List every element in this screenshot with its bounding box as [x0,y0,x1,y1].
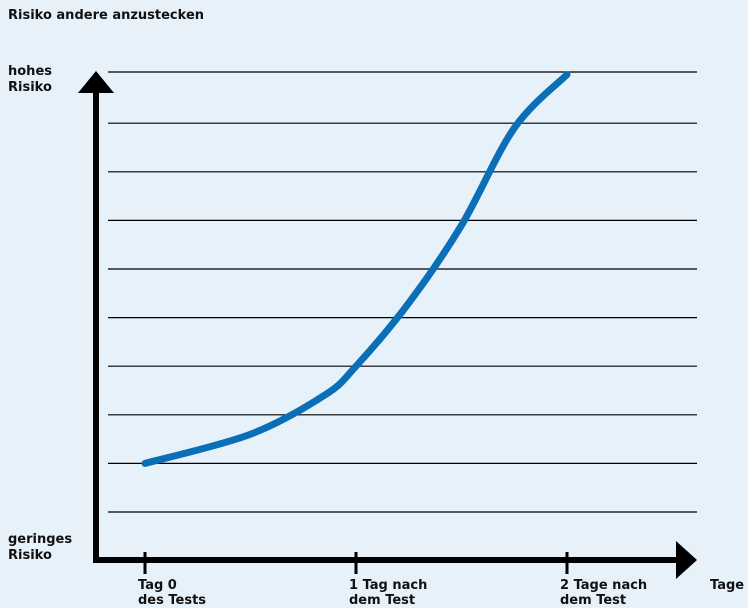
y-axis-title: Risiko andere anzustecken [8,8,205,23]
y-axis-top-label: hohes Risiko [8,64,52,95]
x-axis-title: Tage [710,578,744,593]
x-ticks: Tag 0 des Tests 1 Tag nach dem Test 2 Tage n… [138,552,647,608]
grid-lines [108,71,697,513]
axes [78,71,697,579]
x-tick-label: 2 Tage nach dem Test [560,578,647,608]
risk-curve [141,71,571,467]
x-tick-label: 1 Tag nach dem Test [349,578,427,608]
x-axis-arrow [676,541,697,579]
y-axis-arrow [78,71,114,93]
y-axis-bottom-label: geringes Risiko [8,532,73,563]
x-tick-label: Tag 0 des Tests [138,578,206,608]
